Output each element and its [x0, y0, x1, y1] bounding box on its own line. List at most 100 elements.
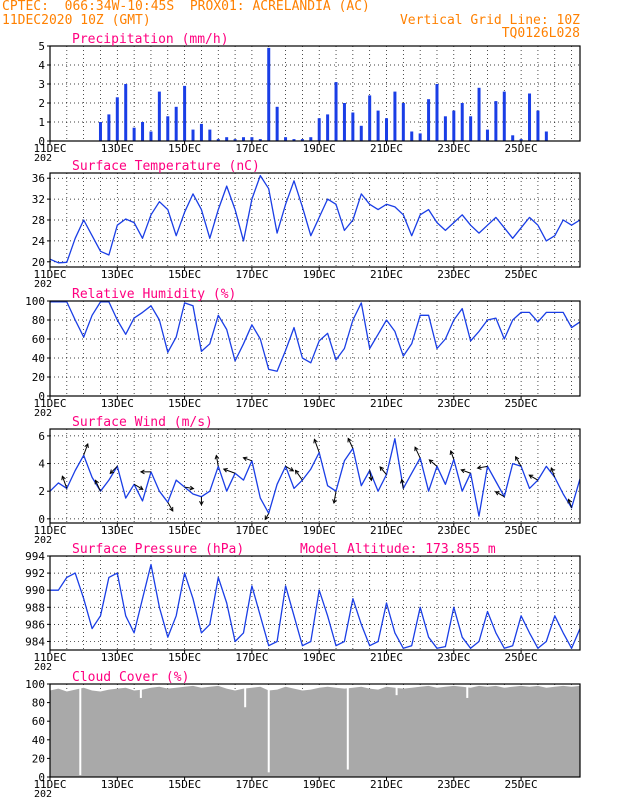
precip-bar: [233, 139, 237, 141]
wind-arrow-shaft: [285, 465, 294, 472]
y-tick-label: 992: [25, 567, 45, 580]
wind-arrow-head: [242, 456, 248, 462]
y-tick-label: 100: [25, 295, 45, 308]
wind-arrow-shaft: [495, 491, 505, 498]
cloud-gap: [466, 685, 469, 698]
y-tick-label: 4: [38, 59, 45, 72]
wind-arrow: [476, 465, 488, 470]
x-tick-label: 13DEC: [101, 778, 134, 791]
temp-series-line: [49, 174, 581, 264]
precip-bar: [376, 110, 380, 141]
x-tick-label: 15DEC: [168, 268, 201, 281]
precip-bar: [208, 129, 212, 141]
precip-bar: [149, 131, 153, 141]
precip-bar: [418, 133, 422, 141]
precip-bar: [326, 114, 330, 141]
y-tick-label: 32: [32, 193, 45, 206]
precip-bar: [460, 103, 464, 141]
y-tick-label: 20: [32, 256, 45, 269]
wind-arrow-head: [400, 478, 405, 484]
wind-arrow-head: [515, 455, 520, 461]
precip-bar: [115, 97, 119, 141]
temp-title: Surface Temperature (nC): [72, 159, 260, 174]
wind-arrow: [133, 483, 144, 490]
y-tick-label: 20: [32, 752, 45, 765]
precip-bar: [183, 85, 187, 141]
precip-bar: [401, 103, 405, 141]
wind-arrow-shaft: [83, 443, 89, 456]
wind-arrow-head: [138, 485, 144, 490]
x-tick-label: 11DEC: [33, 268, 66, 281]
x-tick-label: 21DEC: [370, 778, 403, 791]
cloud-gap: [267, 685, 270, 773]
x-tick-label: 15DEC: [168, 524, 201, 537]
rh-series-line: [50, 301, 581, 372]
station-header: CPTEC: 066:34W-10:45S PROX01: ACRELANDIA…: [2, 0, 370, 14]
wind-arrow-head: [528, 474, 534, 479]
x-year-label: 202: [34, 535, 52, 546]
precip-panel: 0 1 2 3 4 5 11DEC 13DEC 15DEC 17DEC 19DEC 21DEC 23DE…: [33, 32, 581, 164]
wind-arrow-head: [368, 476, 374, 482]
precip-bar: [141, 122, 145, 141]
x-tick-label: 11DEC: [33, 651, 66, 664]
x-tick-label: 23DEC: [437, 651, 470, 664]
wind-arrow-shaft: [347, 438, 354, 449]
wind-arrow-shaft: [401, 479, 404, 489]
cloud-gap: [346, 685, 349, 770]
precip-bar: [385, 118, 389, 141]
x-tick-label: 19DEC: [303, 778, 336, 791]
x-tick-label: 17DEC: [235, 778, 268, 791]
wind-arrow: [61, 475, 68, 489]
y-tick-label: 2: [38, 97, 45, 110]
wind-arrow-head: [347, 437, 352, 443]
wind-arrow-head: [476, 465, 482, 470]
wind-arrow-shaft: [461, 469, 471, 474]
wind-arrow: [294, 469, 303, 481]
precip-bar: [435, 84, 439, 141]
wind-arrow-shaft: [333, 491, 337, 504]
wind-arrow-head: [61, 475, 66, 481]
cloud-gap: [79, 685, 82, 776]
wind-arrow-shaft: [133, 483, 144, 490]
wind-arrow-shaft: [429, 459, 438, 467]
wind-arrow: [264, 513, 270, 521]
wind-arrow: [449, 449, 455, 460]
precip-bar: [351, 112, 355, 141]
x-tick-label: 15DEC: [168, 651, 201, 664]
vertical-grid-note: Vertical Grid Line: 10Z: [399, 13, 580, 28]
y-tick-label: 100: [25, 678, 45, 691]
precip-bar: [241, 137, 245, 141]
wind-arrow-head: [460, 468, 466, 474]
precip-bar: [443, 116, 447, 141]
wind-arrow-head: [332, 499, 337, 505]
wind-arrow-head: [139, 469, 145, 475]
x-tick-label: 13DEC: [101, 268, 134, 281]
x-tick-label: 25DEC: [505, 778, 538, 791]
x-tick-label: 21DEC: [370, 397, 403, 410]
wind-arrow: [515, 455, 522, 467]
y-tick-label: 60: [32, 333, 45, 346]
y-tick-label: 20: [32, 371, 45, 384]
x-tick-label: 13DEC: [101, 524, 134, 537]
wind-arrow: [285, 465, 295, 472]
wind-arrow-shaft: [109, 465, 118, 474]
precip-bar: [275, 106, 279, 141]
wind-arrow-head: [214, 454, 220, 460]
precip-bar: [284, 137, 288, 141]
x-tick-label: 15DEC: [168, 142, 201, 155]
wind-arrow-head: [449, 449, 455, 455]
x-tick-label: 11DEC: [33, 397, 66, 410]
wind-arrow-shaft: [264, 513, 270, 520]
x-tick-label: 17DEC: [235, 268, 268, 281]
temp-panel: 20 24 28 32 36 11DEC 13DEC 15DEC 17DEC 19DEC 21DEC…: [32, 159, 581, 290]
x-tick-label: 13DEC: [101, 142, 134, 155]
precip-bar: [359, 125, 363, 141]
y-tick-label: 0: [38, 771, 45, 784]
y-tick-label: 80: [32, 314, 45, 327]
y-tick-label: 0: [38, 513, 45, 526]
precip-bar: [342, 103, 346, 141]
x-tick-label: 21DEC: [370, 268, 403, 281]
wind-arrow-head: [428, 459, 434, 464]
precip-bar: [124, 84, 128, 141]
wind-panel: 0 2 4 6 11DEC 13DEC 15DEC 17DEC 19DEC 21DEC 23DEC 2…: [33, 415, 581, 546]
